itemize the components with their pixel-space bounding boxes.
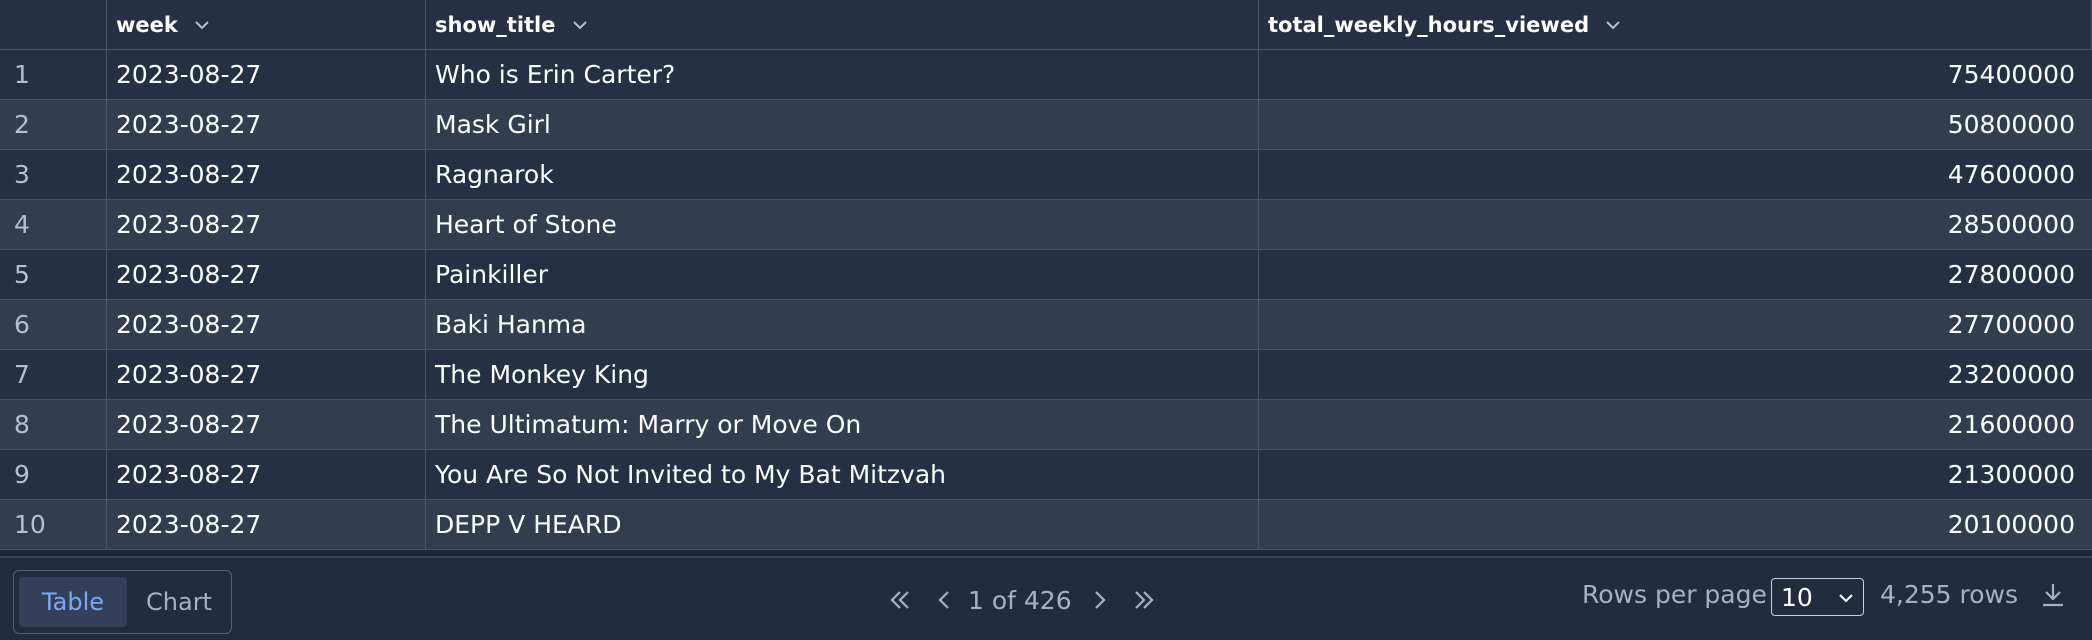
table-row: 7 2023-08-27 The Monkey King 23200000: [0, 350, 2092, 400]
chevron-right-icon[interactable]: [1090, 586, 1110, 614]
table-footer: Table Chart 1 of 426 Rows per page 10 4,…: [0, 556, 2092, 640]
cell-hours: 27800000: [1947, 260, 2075, 289]
double-chevron-left-icon[interactable]: [886, 586, 914, 614]
download-icon[interactable]: [2038, 580, 2068, 614]
cell-show-title: Heart of Stone: [426, 200, 1259, 249]
rows-per-page-label: Rows per page: [1582, 580, 1767, 609]
row-index: 8: [0, 400, 107, 449]
cell-week: 2023-08-27: [107, 450, 426, 499]
column-header-show-title-label: show_title: [435, 12, 556, 37]
cell-week: 2023-08-27: [107, 50, 426, 99]
table-row: 5 2023-08-27 Painkiller 27800000: [0, 250, 2092, 300]
row-index: 4: [0, 200, 107, 249]
cell-hours: 21600000: [1947, 410, 2075, 439]
chevron-left-icon[interactable]: [934, 586, 954, 614]
table-header: week show_title total_weekly_hours_viewe…: [0, 0, 2092, 50]
pagination: 1 of 426: [886, 578, 1158, 622]
cell-show-title: Who is Erin Carter?: [426, 50, 1259, 99]
rows-per-page-select[interactable]: 10: [1771, 578, 1864, 616]
rows-per-page-value: 10: [1781, 582, 1813, 612]
cell-week: 2023-08-27: [107, 150, 426, 199]
row-count: 4,255 rows: [1880, 580, 2019, 609]
table-row: 1 2023-08-27 Who is Erin Carter? 7540000…: [0, 50, 2092, 100]
cell-hours: 20100000: [1947, 510, 2075, 539]
tab-table[interactable]: Table: [19, 577, 127, 627]
cell-show-title: You Are So Not Invited to My Bat Mitzvah: [426, 450, 1259, 499]
cell-week: 2023-08-27: [107, 250, 426, 299]
chevron-down-icon: [1839, 594, 1853, 603]
table-row: 2 2023-08-27 Mask Girl 50800000: [0, 100, 2092, 150]
row-index: 5: [0, 250, 107, 299]
column-header-week-label: week: [116, 12, 178, 37]
cell-show-title: Mask Girl: [426, 100, 1259, 149]
table-row: 3 2023-08-27 Ragnarok 47600000: [0, 150, 2092, 200]
cell-hours: 75400000: [1947, 60, 2075, 89]
cell-hours: 21300000: [1947, 460, 2075, 489]
row-index: 3: [0, 150, 107, 199]
column-header-total-weekly-hours-viewed[interactable]: total_weekly_hours_viewed: [1259, 0, 2092, 49]
double-chevron-right-icon[interactable]: [1130, 586, 1158, 614]
table-row: 8 2023-08-27 The Ultimatum: Marry or Mov…: [0, 400, 2092, 450]
cell-week: 2023-08-27: [107, 100, 426, 149]
row-index: 6: [0, 300, 107, 349]
cell-show-title: Baki Hanma: [426, 300, 1259, 349]
row-index: 10: [0, 500, 107, 549]
table-row: 9 2023-08-27 You Are So Not Invited to M…: [0, 450, 2092, 500]
cell-hours: 28500000: [1947, 210, 2075, 239]
column-header-show-title[interactable]: show_title: [426, 0, 1259, 49]
column-header-hours-label: total_weekly_hours_viewed: [1268, 12, 1590, 37]
column-header-index: [0, 0, 107, 49]
cell-week: 2023-08-27: [107, 350, 426, 399]
row-index: 1: [0, 50, 107, 99]
column-header-week[interactable]: week: [107, 0, 426, 49]
cell-week: 2023-08-27: [107, 400, 426, 449]
cell-week: 2023-08-27: [107, 500, 426, 549]
page-indicator: 1 of 426: [968, 585, 1072, 615]
cell-week: 2023-08-27: [107, 300, 426, 349]
cell-hours: 23200000: [1947, 360, 2075, 389]
cell-hours: 27700000: [1947, 310, 2075, 339]
cell-show-title: DEPP V HEARD: [426, 500, 1259, 549]
cell-show-title: The Monkey King: [426, 350, 1259, 399]
cell-hours: 47600000: [1947, 160, 2075, 189]
chevron-down-icon[interactable]: [570, 15, 590, 35]
cell-hours: 50800000: [1947, 110, 2075, 139]
row-index: 7: [0, 350, 107, 399]
table-row: 4 2023-08-27 Heart of Stone 28500000: [0, 200, 2092, 250]
table-row: 6 2023-08-27 Baki Hanma 27700000: [0, 300, 2092, 350]
cell-show-title: Painkiller: [426, 250, 1259, 299]
row-index: 9: [0, 450, 107, 499]
tab-chart[interactable]: Chart: [146, 588, 212, 616]
table-row: 10 2023-08-27 DEPP V HEARD 20100000: [0, 500, 2092, 550]
chevron-down-icon[interactable]: [192, 15, 212, 35]
chevron-down-icon[interactable]: [1603, 15, 1623, 35]
view-toggle: Table Chart: [13, 570, 232, 634]
row-index: 2: [0, 100, 107, 149]
cell-show-title: The Ultimatum: Marry or Move On: [426, 400, 1259, 449]
cell-week: 2023-08-27: [107, 200, 426, 249]
cell-show-title: Ragnarok: [426, 150, 1259, 199]
data-table: week show_title total_weekly_hours_viewe…: [0, 0, 2092, 550]
